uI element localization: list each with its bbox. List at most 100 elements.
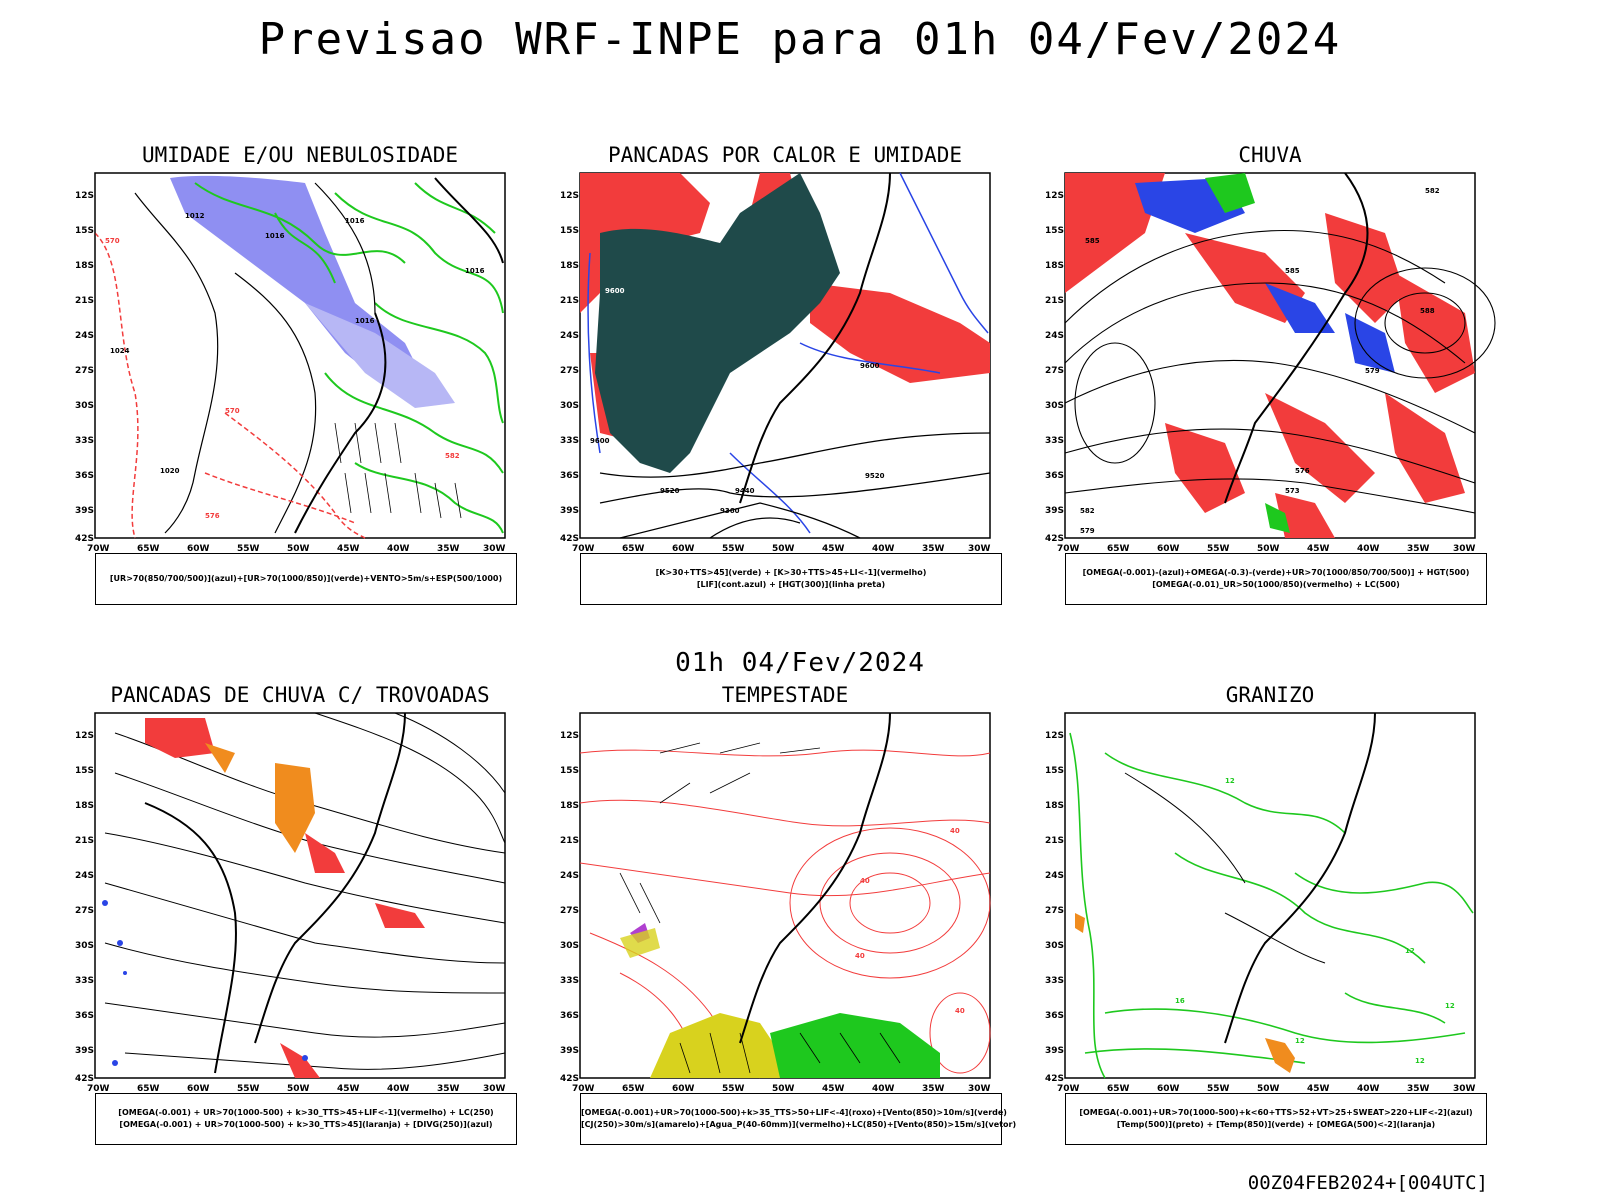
lat-label: 15S xyxy=(75,226,94,236)
lon-label: 55W xyxy=(722,544,745,554)
divergence-blue-dots xyxy=(102,900,308,1066)
svg-text:582: 582 xyxy=(1080,507,1095,515)
lat-label: 33S xyxy=(75,436,94,446)
svg-text:9360: 9360 xyxy=(720,507,740,515)
thunder-orange-area xyxy=(205,743,315,853)
lat-label: 42S xyxy=(75,1074,94,1084)
panel-legend: [OMEGA(-0.001)+UR>70(1000-500)+k>35_TTS>… xyxy=(580,1093,1016,1145)
lon-label: 45W xyxy=(337,544,360,554)
svg-text:12: 12 xyxy=(1415,1057,1425,1065)
lon-label: 35W xyxy=(922,1084,945,1094)
lat-label: 21S xyxy=(75,296,94,306)
svg-text:570: 570 xyxy=(225,407,240,415)
contour-labels: 1012 1016 1016 1016 1016 1020 1024 570 5… xyxy=(105,212,485,520)
lon-label: 35W xyxy=(437,1084,460,1094)
lon-label: 55W xyxy=(1207,1084,1230,1094)
lon-label: 65W xyxy=(137,544,160,554)
coastline xyxy=(739,712,891,1044)
lat-label: 30S xyxy=(1045,941,1064,951)
lat-label: 27S xyxy=(75,906,94,916)
lon-label: 40W xyxy=(387,544,410,554)
lat-label: 21S xyxy=(75,836,94,846)
lat-label: 21S xyxy=(560,836,579,846)
lat-label: 24S xyxy=(1045,331,1064,341)
lat-label: 15S xyxy=(560,766,579,776)
lon-label: 70W xyxy=(87,544,110,554)
wind-green-area xyxy=(770,1013,940,1078)
lat-axis-labels: 12S 15S 18S 21S 24S 27S 30S 33S 36S 39S … xyxy=(75,191,94,544)
lon-label: 30W xyxy=(1453,544,1476,554)
lon-label: 40W xyxy=(387,1084,410,1094)
panel-title: PANCADAS POR CALOR E UMIDADE xyxy=(607,143,962,167)
panel-title: PANCADAS DE CHUVA C/ TROVOADAS xyxy=(110,683,490,707)
lon-label: 45W xyxy=(1307,544,1330,554)
lat-label: 30S xyxy=(560,401,579,411)
lon-label: 35W xyxy=(1407,1084,1430,1094)
lon-label: 70W xyxy=(1057,544,1080,554)
map-umidade: 12S 15S 18S 21S 24S 27S 30S 33S 36S 39S … xyxy=(75,172,506,554)
lon-label: 55W xyxy=(722,1084,745,1094)
lon-label: 45W xyxy=(822,544,845,554)
lat-label: 30S xyxy=(1045,401,1064,411)
svg-text:588: 588 xyxy=(1420,307,1435,315)
jet-yellow-area xyxy=(650,1013,790,1078)
rain-red-area xyxy=(1065,173,1475,538)
lon-label: 55W xyxy=(1207,544,1230,554)
humidity-light-area xyxy=(305,303,455,408)
lif-contours xyxy=(587,172,989,534)
svg-text:40: 40 xyxy=(950,827,960,835)
lat-label: 24S xyxy=(560,871,579,881)
lat-label: 36S xyxy=(560,471,579,481)
panel-title: GRANIZO xyxy=(1225,683,1315,707)
lon-label: 60W xyxy=(1157,544,1180,554)
map-pancadas-calor: 12S 15S 18S 21S 24S 27S 30S 33S 36S 39S … xyxy=(560,172,991,554)
svg-text:40: 40 xyxy=(955,1007,965,1015)
lon-label: 65W xyxy=(622,544,645,554)
svg-text:9520: 9520 xyxy=(660,487,680,495)
svg-text:16: 16 xyxy=(1175,997,1185,1005)
lon-label: 65W xyxy=(622,1084,645,1094)
coastline xyxy=(739,172,891,504)
svg-text:582: 582 xyxy=(1425,187,1440,195)
svg-text:585: 585 xyxy=(1085,237,1100,245)
map-granizo: 12S 15S 18S 21S 24S 27S 30S 33S 36S 39S … xyxy=(1045,712,1476,1094)
lon-axis-labels: 70W 65W 60W 55W 50W 45W 40W 35W 30W xyxy=(87,544,506,554)
svg-text:40: 40 xyxy=(860,877,870,885)
lat-label: 12S xyxy=(75,731,94,741)
lat-label: 24S xyxy=(75,331,94,341)
lon-label: 45W xyxy=(822,1084,845,1094)
lat-label: 39S xyxy=(75,1046,94,1056)
lat-label: 36S xyxy=(75,1011,94,1021)
lon-label: 30W xyxy=(968,1084,991,1094)
lon-label: 35W xyxy=(437,544,460,554)
svg-text:12: 12 xyxy=(1405,947,1415,955)
lat-label: 18S xyxy=(75,801,94,811)
lat-label: 12S xyxy=(75,191,94,201)
lat-label: 36S xyxy=(1045,471,1064,481)
panel-title: CHUVA xyxy=(1238,143,1302,167)
lat-label: 36S xyxy=(560,1011,579,1021)
lon-label: 50W xyxy=(287,544,310,554)
contour-labels: 40 40 40 40 xyxy=(855,827,965,1015)
lon-label: 45W xyxy=(1307,1084,1330,1094)
lat-label: 33S xyxy=(75,976,94,986)
svg-text:582: 582 xyxy=(445,452,460,460)
lon-label: 50W xyxy=(772,544,795,554)
forecast-time-label: 01h 04/Fev/2024 xyxy=(675,648,925,678)
lat-label: 27S xyxy=(560,366,579,376)
lat-label: 12S xyxy=(1045,731,1064,741)
svg-text:585: 585 xyxy=(1285,267,1300,275)
panel-legend: [K>30+TTS>45](verde) + [K>30+TTS>45+LI<-… xyxy=(580,553,1002,605)
lon-label: 70W xyxy=(87,1084,110,1094)
lat-label: 33S xyxy=(1045,976,1064,986)
contour-labels: 9600 9600 9600 9520 9520 9440 9360 xyxy=(590,287,885,515)
lat-label: 18S xyxy=(560,261,579,271)
lon-label: 70W xyxy=(1057,1084,1080,1094)
legend-line: [OMEGA(-0.001) + UR>70(1000-500) + k>30_… xyxy=(118,1108,494,1117)
lat-label: 15S xyxy=(75,766,94,776)
lat-label: 27S xyxy=(560,906,579,916)
lat-label: 39S xyxy=(75,506,94,516)
lon-label: 45W xyxy=(337,1084,360,1094)
lon-label: 65W xyxy=(1107,1084,1130,1094)
legend-line: [UR>70(850/700/500)](azul)+[UR>70(1000/8… xyxy=(109,574,503,583)
